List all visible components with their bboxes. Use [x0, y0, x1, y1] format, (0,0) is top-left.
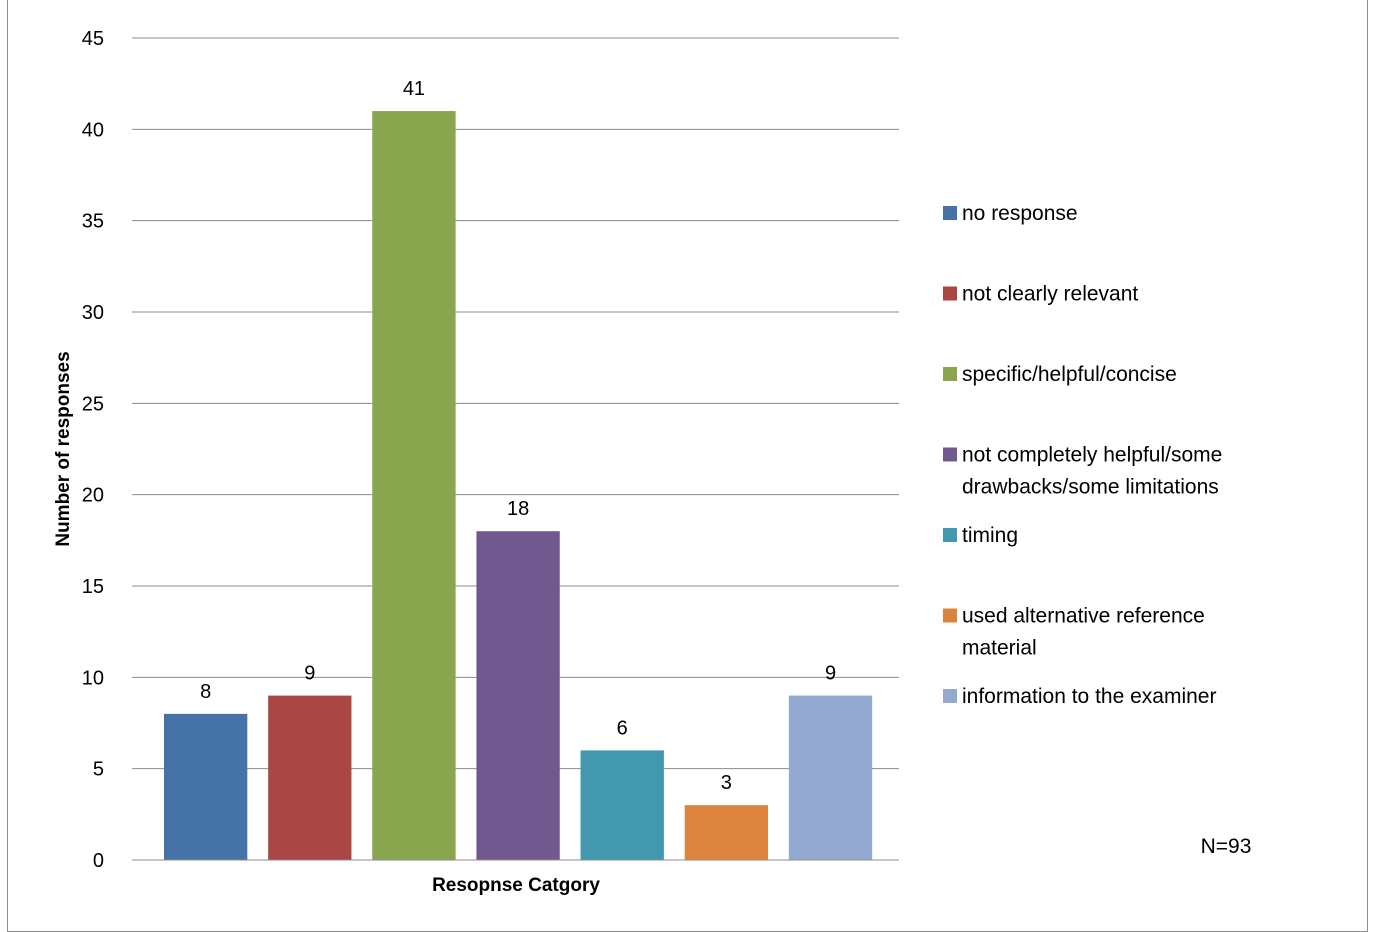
data-label: 6 [617, 717, 628, 739]
bars [164, 111, 873, 861]
data-label: 18 [507, 498, 529, 520]
y-tick-label: 25 [82, 393, 104, 415]
bar [372, 111, 456, 861]
bar [268, 695, 352, 860]
data-label: 41 [403, 78, 425, 100]
sample-size-annotation: N=93 [1201, 835, 1252, 858]
data-label: 9 [304, 663, 315, 685]
y-axis-ticks: 0 5 10 15 20 25 30 35 40 45 [82, 28, 104, 872]
legend-label: no response [962, 202, 1078, 225]
legend-swatch [943, 286, 957, 301]
data-labels: 8 9 41 18 6 3 9 [200, 78, 836, 794]
y-tick-label: 45 [82, 28, 104, 50]
x-axis-label: Resopnse Catgory [432, 875, 600, 896]
data-label: 3 [721, 772, 732, 794]
legend-label: specific/helpful/concise [962, 363, 1177, 386]
legend-label: information to the examiner [962, 685, 1216, 708]
bar [684, 805, 769, 860]
legend-swatch [943, 689, 957, 703]
y-tick-label: 15 [82, 576, 104, 598]
y-tick-label: 5 [93, 759, 104, 781]
legend-swatch [943, 528, 957, 542]
y-tick-label: 30 [82, 302, 104, 324]
y-axis-label: Number of responses [53, 351, 74, 546]
bar [164, 713, 248, 860]
legend-swatch [943, 608, 957, 623]
bar [580, 750, 664, 860]
legend-label: timing [962, 524, 1018, 547]
legend-label: not completely helpful/some drawbacks/som… [962, 444, 1222, 499]
y-tick-label: 20 [82, 485, 104, 507]
legend: no response not clearly relevant specific/… [943, 202, 1222, 708]
bar [788, 695, 873, 860]
data-label: 8 [200, 681, 211, 703]
legend-swatch [943, 367, 957, 381]
legend-swatch [943, 206, 957, 220]
legend-label: not clearly relevant [962, 283, 1138, 306]
data-label: 9 [825, 663, 836, 685]
y-tick-label: 0 [93, 850, 104, 872]
y-tick-label: 40 [82, 119, 104, 141]
y-tick-label: 10 [82, 667, 104, 689]
legend-label: used alternative reference material [962, 605, 1205, 660]
y-tick-label: 35 [82, 211, 104, 233]
bar [476, 531, 560, 860]
legend-swatch [943, 447, 957, 462]
